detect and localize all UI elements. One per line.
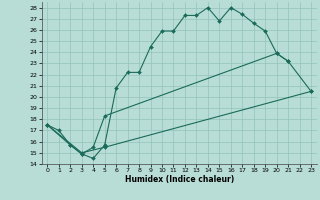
X-axis label: Humidex (Indice chaleur): Humidex (Indice chaleur): [124, 175, 234, 184]
